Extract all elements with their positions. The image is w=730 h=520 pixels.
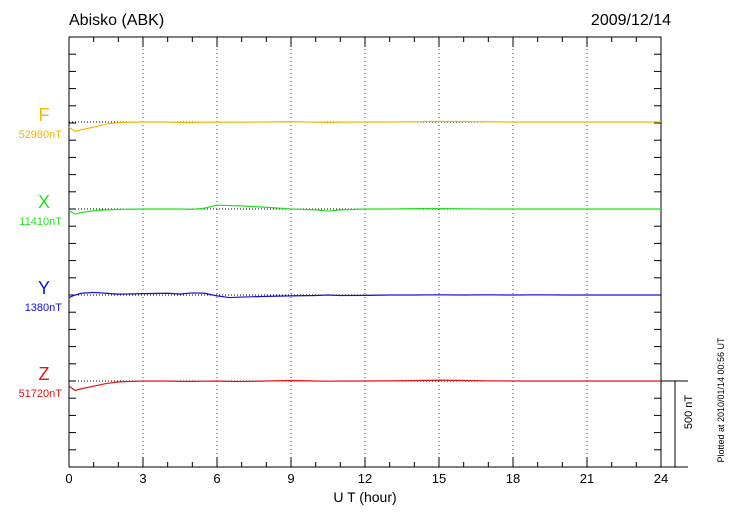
chart-date: 2009/12/14 (591, 12, 671, 29)
series-baseline-label: 52980nT (19, 129, 63, 141)
series-name-label: F (39, 105, 50, 125)
series-baseline-label: 51720nT (19, 388, 63, 400)
x-tick-label: 12 (358, 471, 372, 486)
x-tick-label: 15 (432, 471, 446, 486)
series-line-f (68, 120, 661, 133)
series-line-x (68, 204, 661, 215)
series-name-label: X (38, 192, 50, 212)
scale-bar-label: 500 nT (683, 395, 695, 430)
chart-title: Abisko (ABK) (69, 12, 164, 29)
x-tick-label: 3 (139, 471, 146, 486)
series-baseline-label: 1380nT (25, 302, 63, 314)
x-tick-label: 21 (580, 471, 594, 486)
series-baseline-label: 11410nT (19, 216, 62, 228)
plotted-timestamp: Plotted at 2010/01/14 00:56 UT (716, 337, 726, 463)
series-line-y (68, 291, 661, 299)
series-name-label: Z (39, 364, 50, 384)
series-line-z (68, 379, 661, 392)
x-tick-label: 0 (65, 471, 72, 486)
x-tick-label: 24 (654, 471, 668, 486)
series-name-label: Y (38, 278, 50, 298)
x-axis-label: U T (hour) (333, 489, 396, 505)
x-tick-label: 6 (213, 471, 220, 486)
x-tick-label: 9 (287, 471, 294, 486)
x-tick-label: 18 (506, 471, 520, 486)
